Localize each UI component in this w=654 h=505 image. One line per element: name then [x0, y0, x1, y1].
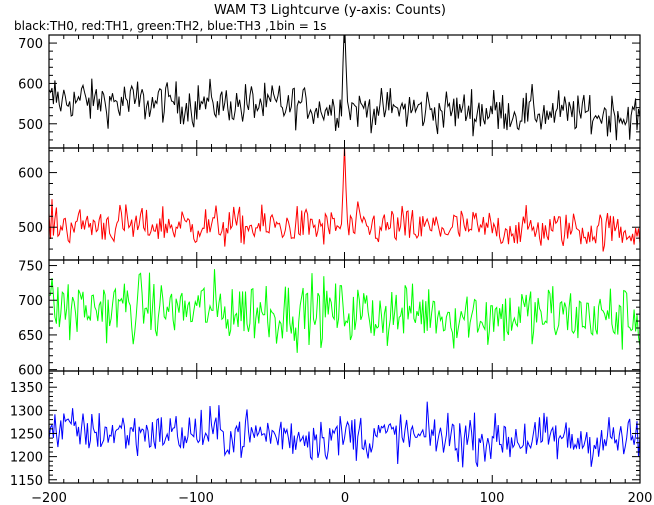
x-axis: −200 −100 0 100 200 — [31, 491, 652, 505]
panel-th3: 1150 1200 1250 1300 1350 — [10, 370, 641, 489]
y-tick-label: 650 — [18, 329, 43, 344]
y-tick-label: 600 — [18, 167, 43, 182]
y-tick-label: 500 — [18, 221, 43, 236]
panels: 5006007005006006006507007501150120012501… — [10, 34, 641, 489]
y-tick-label: 700 — [18, 294, 43, 309]
x-tick-label: 0 — [341, 491, 349, 505]
x-tick-label: −200 — [31, 491, 67, 505]
y-tick-label: 1200 — [10, 451, 43, 466]
panel-frame — [48, 34, 641, 149]
chart-title: WAM T3 Lightcurve (y-axis: Counts) — [214, 3, 446, 18]
y-tick-label: 600 — [18, 77, 43, 92]
y-tick-label: 600 — [18, 364, 43, 379]
panel-th1: 500 600 — [18, 147, 641, 261]
panel-frame — [48, 370, 641, 484]
series-line-th1 — [49, 148, 640, 252]
x-tick-label: −100 — [178, 491, 214, 505]
y-tick-label: 750 — [18, 260, 43, 275]
series-line-th2 — [49, 269, 640, 353]
y-tick-label: 1300 — [10, 404, 43, 419]
panel-frame — [48, 259, 641, 372]
x-tick-label: 100 — [480, 491, 505, 505]
chart-subtitle: black:TH0, red:TH1, green:TH2, blue:TH3 … — [14, 19, 327, 33]
y-tick-label: 700 — [18, 37, 43, 52]
panel-th2: 600 650 700 750 — [18, 259, 641, 379]
y-tick-label: 500 — [18, 118, 43, 133]
x-tick-label: 200 — [628, 491, 653, 505]
y-tick-label: 1250 — [10, 427, 43, 442]
y-tick-label: 1150 — [10, 474, 43, 489]
panel-frame — [48, 147, 641, 261]
series-line-th3 — [49, 401, 640, 468]
panel-th0: 500 600 700 — [18, 34, 641, 149]
series-line-th0 — [49, 35, 640, 141]
y-tick-label: 1350 — [10, 381, 43, 396]
